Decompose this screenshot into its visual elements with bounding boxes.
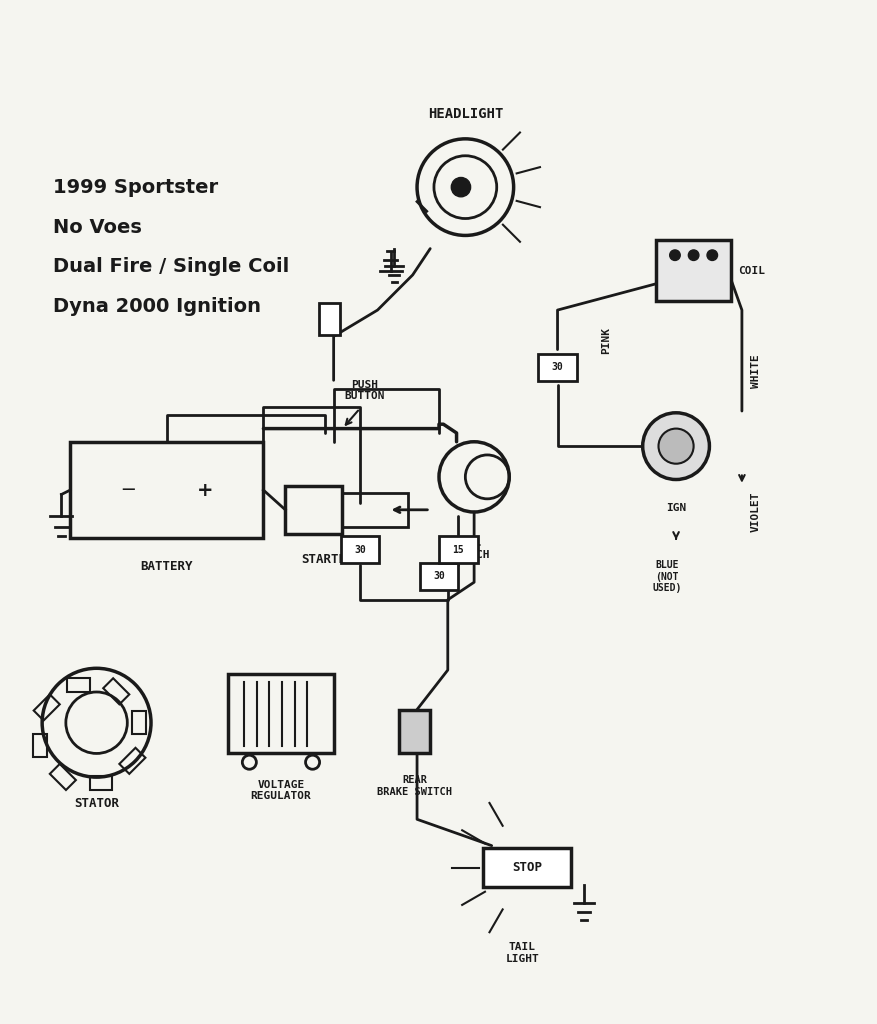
Bar [656, 240, 730, 301]
Text: 30: 30 [432, 571, 445, 581]
Text: Dual Fire / Single Coil: Dual Fire / Single Coil [53, 257, 289, 276]
Text: BLUE
(NOT
USED): BLUE (NOT USED) [652, 560, 681, 594]
Text: BATTERY: BATTERY [140, 560, 193, 573]
Text: VIOLET: VIOLET [750, 492, 759, 532]
Text: IGN.
SWITCH: IGN. SWITCH [449, 539, 489, 560]
Text: Dyna 2000 Ignition: Dyna 2000 Ignition [53, 297, 260, 315]
Circle shape [642, 413, 709, 479]
Text: 30: 30 [353, 545, 366, 555]
Text: IGN: IGN [665, 503, 686, 513]
Bar [67, 678, 89, 692]
Text: ─: ─ [122, 480, 134, 500]
Bar [50, 764, 75, 790]
Bar [285, 485, 342, 534]
Text: STARTER: STARTER [301, 553, 353, 566]
Bar [399, 710, 430, 754]
Bar [538, 353, 576, 381]
Bar [132, 712, 146, 734]
Text: 15: 15 [452, 545, 464, 555]
Text: PUSH
BUTTON: PUSH BUTTON [344, 380, 384, 401]
Bar [342, 493, 408, 526]
Bar [482, 848, 570, 888]
Bar [438, 537, 477, 563]
Bar [318, 303, 339, 335]
Text: 1999 Sportster: 1999 Sportster [53, 178, 217, 198]
Text: HEADLIGHT: HEADLIGHT [427, 108, 503, 121]
Bar [119, 748, 146, 774]
Bar [228, 675, 333, 754]
Bar [33, 734, 47, 757]
Text: No Voes: No Voes [53, 218, 141, 237]
Circle shape [688, 250, 698, 260]
Bar [70, 441, 263, 539]
Text: REAR
BRAKE SWITCH: REAR BRAKE SWITCH [377, 775, 452, 797]
Text: STOP: STOP [511, 861, 541, 874]
Circle shape [658, 429, 693, 464]
Text: VOLTAGE
REGULATOR: VOLTAGE REGULATOR [250, 780, 311, 802]
Circle shape [669, 250, 680, 260]
Bar [103, 678, 129, 705]
Circle shape [451, 177, 470, 197]
Text: PINK: PINK [601, 328, 610, 354]
Bar [419, 562, 458, 590]
Text: COIL: COIL [738, 265, 765, 275]
Bar [340, 537, 379, 563]
Circle shape [706, 250, 717, 260]
Bar [33, 694, 60, 721]
Text: 30: 30 [551, 362, 563, 372]
Text: WHITE: WHITE [750, 354, 759, 388]
Text: TAIL
LIGHT: TAIL LIGHT [505, 942, 538, 964]
Text: +: + [197, 480, 213, 500]
Text: STATOR: STATOR [74, 798, 119, 810]
Bar [89, 776, 112, 791]
